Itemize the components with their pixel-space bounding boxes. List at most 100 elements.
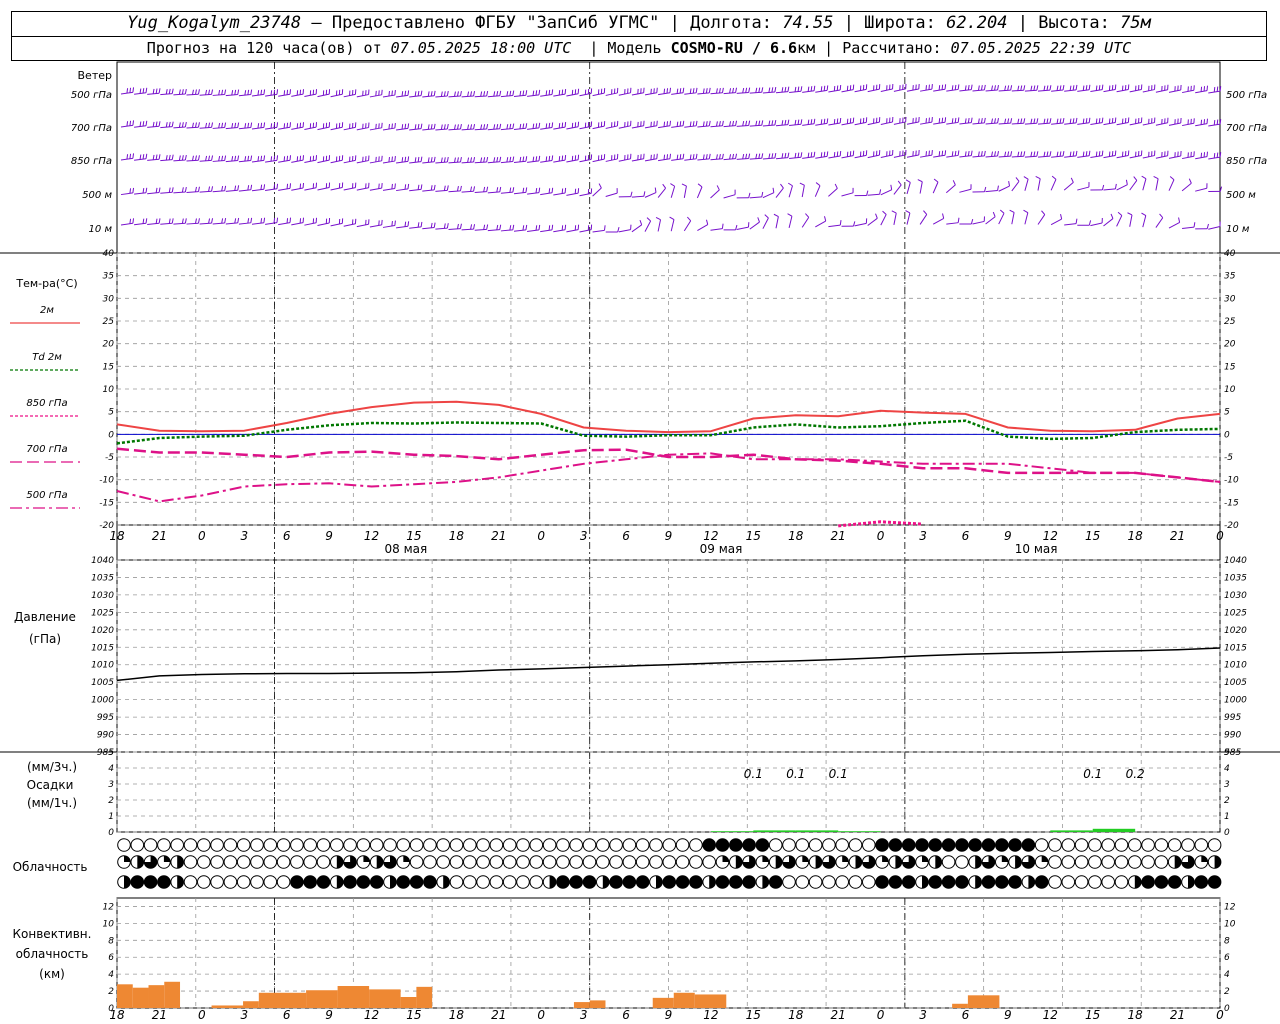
cloud-symbol [130,875,145,889]
wind-barb-feather [1069,85,1072,91]
temp-legend-label: Td 2м [32,352,62,363]
cloud-symbol [569,855,584,869]
calc-time: 07.05.2025 22:39 UTC [950,39,1132,57]
x-tick-label: 0 [537,529,545,543]
wind-barb-feather [991,118,994,124]
cloud-symbol [968,838,983,852]
wind-barb-feather [443,185,446,191]
precip-tick-label-right: 0 [1224,828,1230,838]
wind-barb-feather [679,88,682,94]
wind-barb-shaft [723,158,736,161]
cloud-symbol-fill [722,855,729,862]
wind-barb-feather [247,185,250,191]
wind-barb-feather [181,218,184,224]
wind-barb-feather [142,88,145,94]
wind-barb-feather [692,88,695,94]
wind-barb-feather [1153,175,1159,180]
wind-barb-feather [473,91,476,97]
cloud-symbol [303,855,318,869]
wind-barb-shaft [1037,178,1041,191]
wind-barb-feather [721,153,724,159]
wind-barb-feather [994,85,996,91]
wind-barb-shaft [265,222,278,225]
precip-tick-label-left: 2 [108,796,114,806]
wind-barb-shaft [173,222,186,225]
wind-barb-feather [171,88,174,94]
cloud-symbol-fill [935,855,942,869]
wind-barb-feather [716,185,720,191]
day-label: 08 мая [385,542,428,556]
cloud-symbol [130,838,145,852]
wind-barb-feather [666,121,669,127]
wind-barb-feather [1030,118,1033,124]
cloud-symbol [290,838,304,852]
wind-barb-feather [480,91,483,97]
temp-tick-label-right: -5 [1224,453,1233,463]
wind-barb-shaft [972,155,985,158]
wind-barb-shaft [291,126,304,130]
wind-barb-feather [834,183,838,189]
convective-bar [117,984,133,1008]
wind-barb-shaft [932,217,944,225]
wind-barb-feather [414,124,417,130]
wind-barb-feather [1043,118,1046,124]
wind-barb-feather [826,85,829,91]
wind-barb-feather [742,153,745,160]
wind-barb-feather [205,155,208,161]
wind-barb-shaft [330,222,343,227]
wind-barb-feather [250,89,253,95]
wind-barb-shaft [474,191,487,193]
wind-barb-feather [263,155,266,161]
cloud-symbol [143,875,158,889]
cloud-symbol [183,855,198,869]
wind-barb-feather [538,224,541,230]
wind-barb-feather [132,153,135,159]
x-tick-label-bottom: 15 [406,1008,421,1022]
longitude-value: 74.55 [782,13,834,33]
wind-barb-feather [142,218,145,224]
convective-bar [243,1001,259,1008]
wind-barb-feather [404,156,407,162]
wind-barb-feather [391,123,393,129]
wind-barb-feather [715,88,718,94]
wind-barb-feather [535,156,538,162]
pressure-tick-label-right: 1025 [1224,608,1247,618]
cloud-symbol [1154,875,1169,889]
wind-barb-feather [742,120,745,127]
wind-barb-feather [970,150,973,156]
wind-barb-feather [414,91,417,97]
wind-barb-feather [1062,85,1065,91]
x-tick-label: 12 [703,529,718,543]
wind-barb-feather [440,91,443,97]
wind-barb-feather [807,86,810,92]
wind-barb-feather [276,217,279,223]
wind-barb-feather [938,85,941,91]
wind-barb-shaft [566,192,579,196]
wind-barb-shaft [631,224,642,233]
wind-barb-feather [430,222,433,228]
cloud-symbol [582,838,597,852]
wind-barb-feather [404,123,407,129]
wind-barb-shaft [814,185,821,197]
wind-barb-shaft [697,224,709,232]
convective-tick-label-right: 4 [1224,970,1230,980]
wind-barb-shaft [906,88,919,92]
cloud-symbol-fill [862,855,876,869]
pressure-tick-label-right: 1040 [1224,556,1247,566]
wind-barb-feather [263,217,266,223]
wind-barb-feather [519,90,522,96]
cloud-symbol [1207,838,1222,852]
wind-barb-feather [646,217,651,222]
cloud-symbol [303,875,318,889]
wind-barb-feather [211,122,214,128]
wind-barb-shaft [304,222,317,226]
wind-barb-feather [197,155,200,161]
wind-barb-feather [787,182,793,187]
wind-barb-feather [879,189,882,195]
wind-barb-feather [247,122,250,128]
wind-barb-feather [158,154,161,160]
wind-barb-feather [820,86,823,92]
cloud-symbol [742,838,756,852]
cloud-symbol [210,855,224,869]
wind-barb-feather [171,154,174,160]
